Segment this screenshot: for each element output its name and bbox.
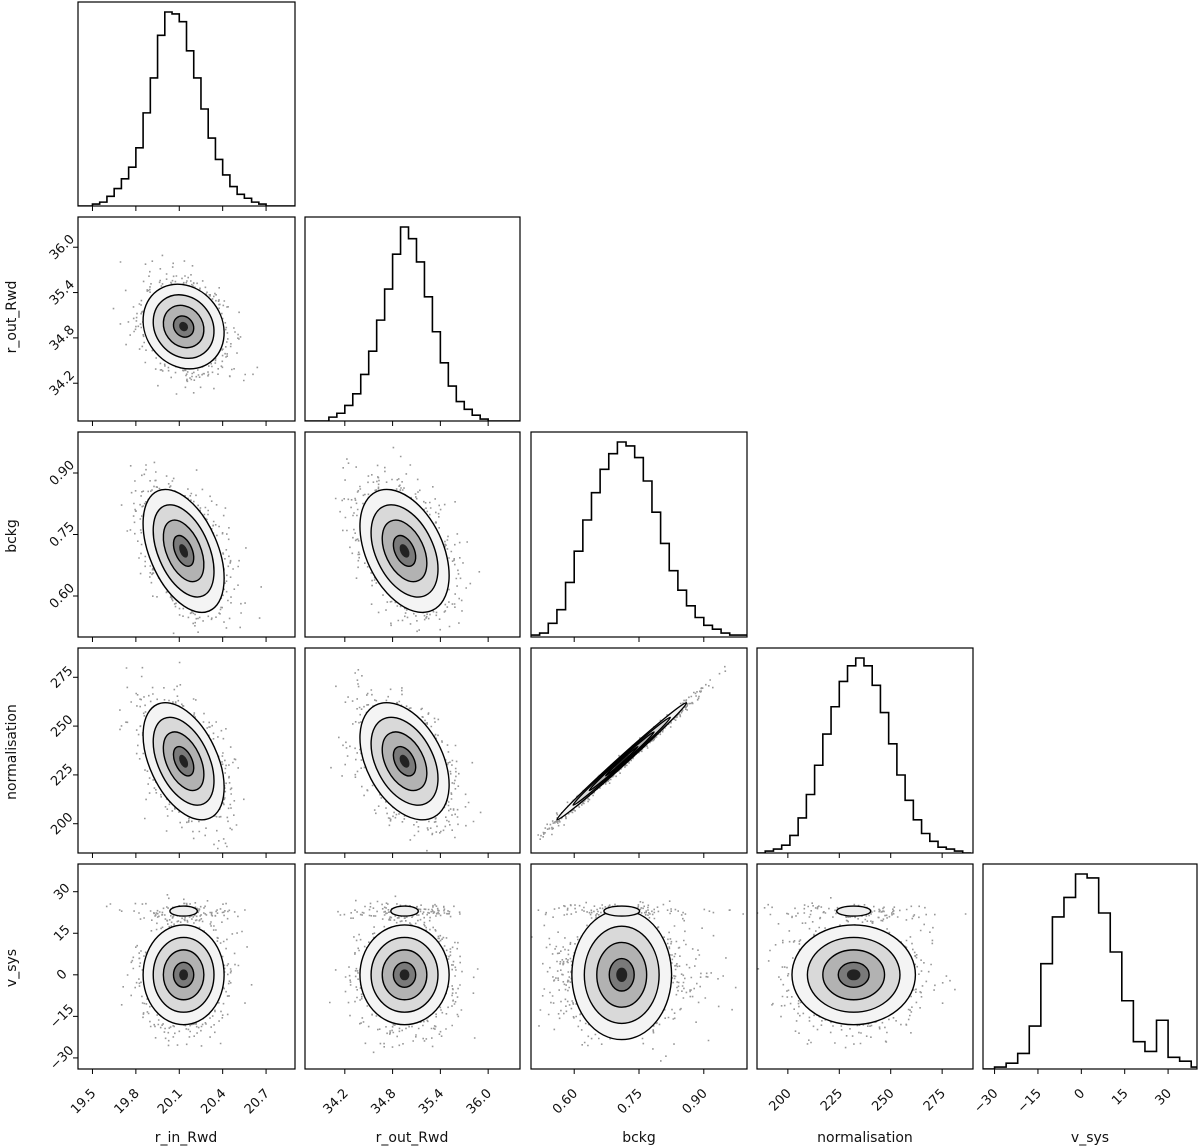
panel-frame: [304, 647, 521, 854]
histogram-r-in-rwd: [78, 11, 295, 206]
panels-layer: [77, 1, 1198, 1070]
y-label-bckg: bckg: [4, 519, 20, 553]
panel-frame: [77, 863, 296, 1070]
x-tick-label-v-sys: 30: [1153, 1086, 1175, 1108]
panel-frame: [77, 647, 296, 854]
density-peak: [179, 754, 189, 768]
x-label-r-in-rwd: r_in_Rwd: [155, 1130, 218, 1146]
density-peak: [179, 969, 189, 981]
x-tick-label-v-sys: 0: [1072, 1086, 1088, 1102]
secondary-mode-contour: [390, 905, 419, 917]
x-tick-label-bckg: 0.60: [550, 1086, 581, 1117]
x-tick-label-r-out-rwd: 36.0: [464, 1086, 495, 1117]
density-peak: [616, 967, 628, 982]
x-tick-label-r-out-rwd: 35.4: [416, 1086, 447, 1117]
panel-frame: [530, 431, 748, 638]
secondary-mode-contour: [603, 905, 641, 917]
x-label-v-sys: v_sys: [1071, 1130, 1109, 1146]
x-label-r-out-rwd: r_out_Rwd: [376, 1130, 449, 1146]
x-tick-label-bckg: 0.90: [680, 1086, 711, 1117]
x-tick-label-r-out-rwd: 34.2: [321, 1086, 352, 1117]
y-tick-label-normalisation: 225: [48, 761, 76, 789]
panel-frame: [77, 1, 296, 207]
panel-normalisation-vs-r-in-rwd: [119, 661, 245, 850]
y-tick-label-v-sys: 30: [51, 881, 73, 903]
panel-normalisation-vs-r-out-rwd: [330, 669, 482, 852]
panel-frame: [982, 863, 1198, 1070]
density-peak: [179, 321, 189, 332]
panel-frame: [304, 863, 521, 1070]
panel-frame: [304, 216, 521, 422]
histogram-step-r-out-rwd: [305, 226, 520, 421]
y-tick-label-v-sys: −30: [47, 1043, 77, 1073]
axis-labels-layer: r_in_Rwd r_out_Rwd bckg normalisation v_…: [4, 281, 1109, 1146]
x-tick-label-v-sys: −30: [971, 1086, 1001, 1116]
histogram-step-r-in-rwd: [78, 11, 295, 206]
panel-normalisation-vs-bckg: [537, 665, 727, 840]
density-peak: [179, 544, 189, 558]
x-tick-label-r-in-rwd: 20.7: [242, 1086, 273, 1117]
x-tick-label-v-sys: −15: [1015, 1086, 1045, 1116]
x-tick-label-r-out-rwd: 34.8: [368, 1086, 399, 1117]
histogram-normalisation: [757, 657, 971, 853]
panel-frame: [756, 863, 974, 1070]
x-tick-label-r-in-rwd: 20.1: [155, 1086, 186, 1117]
x-tick-label-r-in-rwd: 20.4: [198, 1086, 229, 1117]
y-tick-label-normalisation: 275: [48, 664, 76, 692]
panel-frame: [77, 216, 296, 422]
x-tick-label-normalisation: 225: [818, 1086, 846, 1114]
y-tick-label-v-sys: −15: [47, 1002, 77, 1032]
density-peak: [399, 969, 410, 981]
x-tick-label-normalisation: 250: [869, 1086, 897, 1114]
y-label-normalisation: normalisation: [4, 704, 20, 800]
panel-bckg-vs-r-in-rwd: [120, 461, 262, 637]
y-tick-label-normalisation: 250: [48, 712, 76, 740]
y-tick-label-v-sys: 15: [51, 922, 73, 944]
secondary-mode-contour: [836, 905, 872, 917]
y-label-r-out-rwd: r_out_Rwd: [4, 281, 20, 354]
histogram-step-v-sys: [983, 873, 1197, 1069]
density-peak: [399, 544, 410, 558]
y-label-v-sys: v_sys: [4, 949, 20, 987]
histogram-step-normalisation: [757, 657, 971, 853]
x-tick-label-normalisation: 275: [921, 1086, 949, 1114]
panel-frame: [304, 431, 521, 638]
x-tick-label-bckg: 0.75: [615, 1086, 646, 1117]
x-label-bckg: bckg: [622, 1130, 656, 1146]
x-tick-label-v-sys: 15: [1109, 1086, 1131, 1108]
density-peak: [614, 754, 629, 768]
secondary-mode-contour: [169, 905, 199, 917]
panel-bckg-vs-r-out-rwd: [334, 446, 481, 633]
x-tick-label-normalisation: 200: [767, 1086, 795, 1114]
density-peak: [399, 754, 410, 768]
histogram-r-out-rwd: [305, 226, 520, 421]
panel-v-sys-vs-normalisation: [757, 897, 967, 1049]
panel-r-out-rwd-vs-r-in-rwd: [112, 254, 259, 395]
density-peak: [846, 969, 861, 981]
x-tick-label-r-in-rwd: 19.5: [68, 1086, 99, 1117]
y-tick-label-v-sys: 0: [54, 967, 70, 983]
x-label-normalisation: normalisation: [817, 1130, 913, 1146]
histogram-v-sys: [983, 873, 1197, 1069]
x-tick-label-r-in-rwd: 19.8: [112, 1086, 143, 1117]
scatter-points: [112, 254, 259, 395]
panel-frame: [756, 647, 974, 854]
histogram-bckg: [531, 441, 747, 636]
panel-v-sys-vs-r-in-rwd: [105, 894, 253, 1047]
panel-v-sys-vs-r-out-rwd: [329, 895, 479, 1054]
histogram-step-bckg: [531, 441, 747, 636]
panel-v-sys-vs-bckg: [531, 900, 744, 1062]
y-tick-label-normalisation: 200: [48, 810, 76, 838]
